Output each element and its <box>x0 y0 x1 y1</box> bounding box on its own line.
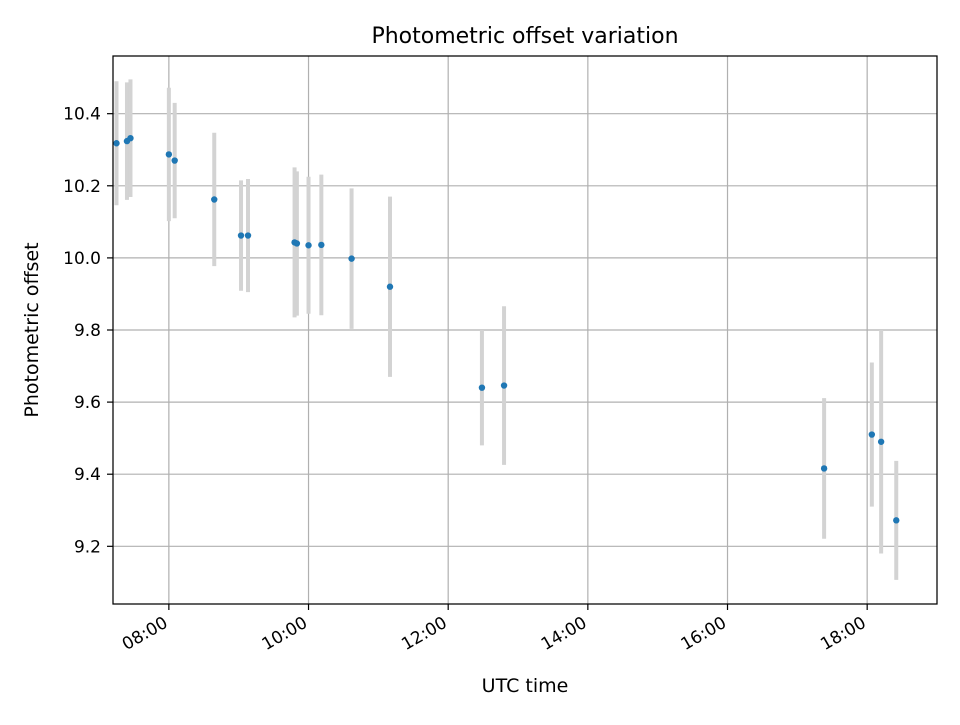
y-tick-label: 10.0 <box>63 249 101 269</box>
y-tick-label: 9.4 <box>74 465 101 485</box>
data-point <box>305 242 312 249</box>
chart-title: Photometric offset variation <box>371 24 678 49</box>
x-axis-label: UTC time <box>482 675 569 697</box>
data-point <box>478 384 486 391</box>
y-tick-label: 9.6 <box>74 393 101 413</box>
data-point <box>386 283 394 290</box>
y-tick-label: 9.8 <box>74 321 101 341</box>
data-point <box>500 382 508 389</box>
data-point <box>211 196 218 203</box>
y-tick-label: 9.2 <box>74 537 101 557</box>
data-points <box>113 135 900 524</box>
data-point <box>113 140 120 147</box>
data-point <box>127 135 134 142</box>
data-point <box>237 232 245 239</box>
data-point <box>293 240 301 247</box>
data-point <box>868 431 876 438</box>
y-axis-label: Photometric offset <box>21 242 43 417</box>
data-point <box>820 465 828 472</box>
data-point <box>171 157 178 164</box>
data-point <box>244 232 252 239</box>
data-point <box>893 517 900 524</box>
data-point <box>348 255 355 262</box>
data-point <box>877 438 885 445</box>
data-point <box>318 241 325 249</box>
y-tick-label: 10.4 <box>63 105 101 125</box>
data-point <box>165 151 173 158</box>
axis-ticks: 9.29.49.69.810.010.210.408:00 10:00 12:00 1… <box>63 105 870 655</box>
y-tick-label: 10.2 <box>63 177 101 197</box>
